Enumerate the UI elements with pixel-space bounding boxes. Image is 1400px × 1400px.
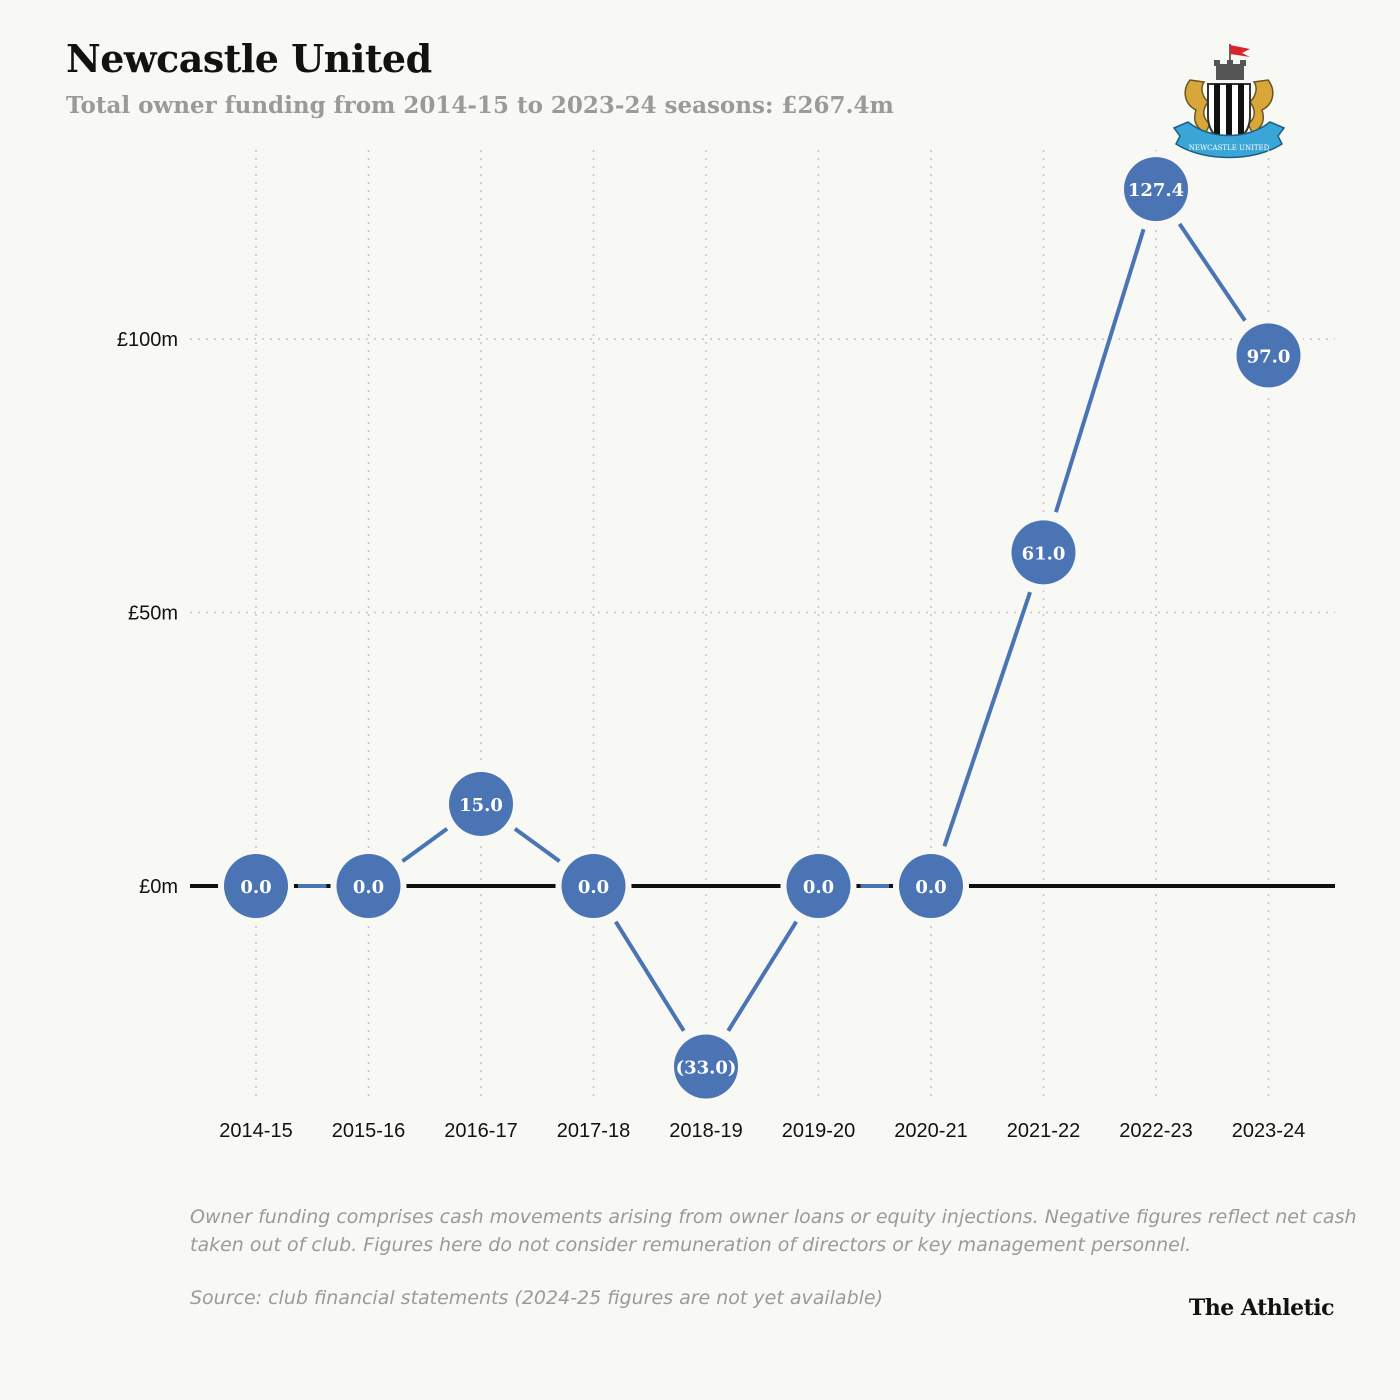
data-label: 97.0 [1247,346,1291,367]
data-label: (33.0) [676,1058,737,1079]
data-label: 0.0 [353,877,384,898]
data-point [674,1034,738,1099]
data-point [449,771,513,836]
data-point [224,854,288,918]
data-point [336,854,401,918]
y-tick-label: £0m [139,876,178,898]
x-tick-label: 2021-22 [1007,1120,1080,1142]
data-point [561,854,626,918]
data-point [1124,157,1188,222]
data-label: 0.0 [240,877,271,898]
series-line-segment [513,827,561,863]
chart-title: Newcastle United [66,36,432,81]
x-tick-label: 2018-19 [669,1120,742,1142]
y-tick-label: £50m [128,603,178,625]
x-tick-label: 2017-18 [557,1120,630,1142]
footnote: Owner funding comprises cash movements a… [190,1206,1357,1256]
x-tick-label: 2019-20 [782,1120,855,1142]
data-label: 0.0 [803,877,834,898]
data-label: 15.0 [459,795,503,816]
series-line-segment [401,827,449,863]
data-label: 61.0 [1022,543,1066,564]
series-line-segment [1177,222,1247,322]
data-label: 0.0 [578,877,609,898]
data-label: 127.4 [1128,180,1184,201]
source-note: Source: club financial statements (2024-… [190,1287,884,1309]
series-line-segment [942,591,1032,847]
series-line-segment [1054,228,1146,513]
x-tick-label: 2020-21 [894,1120,967,1142]
newcastle-united-crest: NEWCASTLE UNITED [1172,44,1286,159]
y-tick-label: £100m [117,329,178,351]
data-label: 0.0 [915,877,946,898]
series-line-segment [726,920,798,1032]
data-point [1236,323,1301,388]
x-tick-label: 2022-23 [1119,1120,1192,1142]
series-line-segment [614,920,686,1032]
data-point [1011,520,1076,585]
x-tick-label: 2015-16 [332,1120,405,1142]
x-tick-label: 2014-15 [219,1120,292,1142]
chart-subtitle: Total owner funding from 2014-15 to 2023… [66,92,894,119]
crest-ribbon-text: NEWCASTLE UNITED [1189,144,1270,152]
x-tick-label: 2016-17 [444,1120,517,1142]
data-point [899,854,963,918]
x-tick-label: 2023-24 [1232,1120,1305,1142]
data-point [786,854,851,918]
brand-logo: The Athletic [1188,1295,1335,1321]
